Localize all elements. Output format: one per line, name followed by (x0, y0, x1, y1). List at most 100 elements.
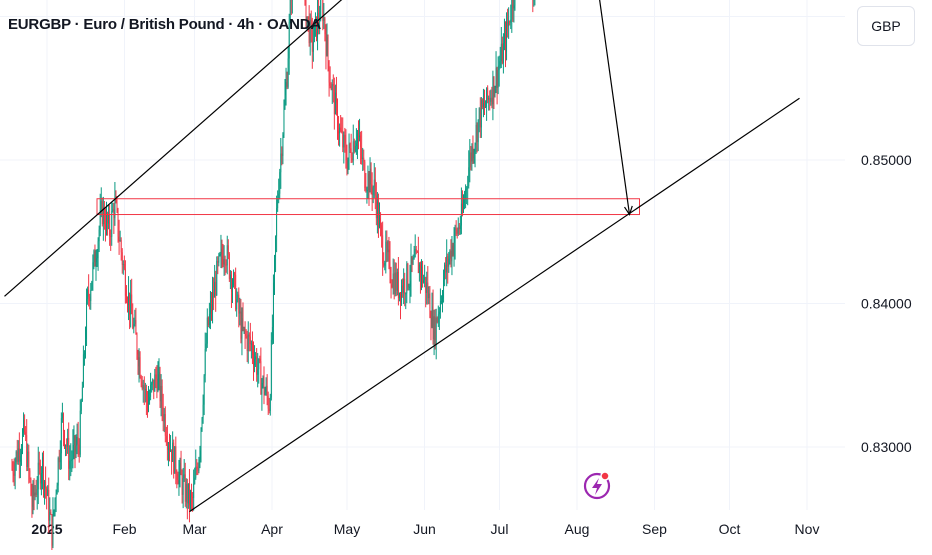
candle-body (254, 359, 255, 365)
candle-body (159, 372, 160, 374)
candle-body (326, 34, 327, 55)
candle-body (87, 290, 88, 299)
candle-body (470, 153, 471, 162)
candle-body (270, 397, 271, 410)
candle-body (313, 42, 314, 52)
candle-body (454, 243, 455, 255)
candle-body (151, 383, 152, 384)
candle-body (413, 258, 414, 264)
candle-body (79, 444, 80, 454)
candles (12, 0, 567, 550)
candle-body (411, 257, 412, 281)
candle-body (39, 463, 40, 465)
candle-body (455, 228, 456, 242)
candle-body (414, 257, 415, 258)
candle-body (224, 259, 225, 264)
candle-body (96, 262, 97, 266)
candle-body (85, 339, 86, 353)
candle-body (364, 162, 365, 188)
candle-body (212, 292, 213, 311)
candle-body (515, 0, 516, 6)
candle-body (203, 405, 204, 418)
candle-body (106, 214, 107, 231)
candle-body (273, 283, 274, 327)
candle-body (428, 294, 429, 299)
candle-body (53, 512, 54, 546)
candle-body (355, 146, 356, 152)
candle-body (239, 312, 240, 314)
candle-body (510, 20, 511, 23)
candle-body (269, 409, 270, 411)
channel-upper-line[interactable] (5, 0, 573, 296)
candle-body (252, 344, 253, 355)
candle-body (504, 34, 505, 43)
x-tick-label: Oct (719, 521, 741, 537)
candle-body (500, 61, 501, 65)
candle-body (139, 357, 140, 366)
support-zone-rectangle[interactable] (97, 199, 640, 215)
candle-body (271, 340, 272, 398)
projection-arrow-line[interactable] (572, 0, 630, 215)
candle-body (32, 495, 33, 506)
candle-body (101, 201, 102, 210)
candle-body (134, 320, 135, 324)
candle-body (281, 154, 282, 156)
candle-body (479, 108, 480, 120)
candle-body (231, 275, 232, 292)
candle-body (219, 254, 220, 255)
candle-body (167, 442, 168, 450)
candle-body (58, 458, 59, 485)
currency-button[interactable]: GBP (857, 6, 915, 46)
candle-body (180, 463, 181, 472)
candle-body (394, 274, 395, 295)
candle-body (328, 37, 329, 61)
candle-body (207, 318, 208, 344)
lightning-icon[interactable] (585, 472, 609, 498)
candle-body (149, 397, 150, 401)
candle-body (105, 224, 106, 231)
candle-body (190, 493, 191, 505)
candle-body (38, 463, 39, 490)
x-tick-label: Apr (261, 521, 283, 537)
candle-body (74, 436, 75, 445)
candle-body (334, 86, 335, 114)
candle-body (483, 103, 484, 107)
candle-body (371, 169, 372, 185)
candle-body (135, 320, 136, 334)
lightning-bolt (592, 478, 602, 495)
candle-body (471, 147, 472, 162)
candle-body (187, 484, 188, 503)
y-tick-label: 0.83000 (861, 439, 912, 455)
candle-body (91, 281, 92, 290)
candle-body (343, 135, 344, 148)
candle-body (48, 490, 49, 521)
candle-body (232, 285, 233, 292)
candle-body (347, 160, 348, 171)
candle-body (263, 377, 264, 383)
candle-body (200, 451, 201, 460)
candle-body (249, 335, 250, 337)
candle-body (507, 22, 508, 27)
candle-body (370, 169, 371, 193)
candle-body (24, 420, 25, 432)
candle-body (165, 414, 166, 436)
candle-body (379, 218, 380, 227)
candle-body (424, 277, 425, 280)
candle-body (497, 68, 498, 88)
y-tick-label: 0.85000 (861, 152, 912, 168)
candle-body (98, 241, 99, 258)
candle-body (221, 249, 222, 254)
candle-body (397, 272, 398, 291)
candle-body (395, 273, 396, 294)
candle-body (193, 484, 194, 498)
candle-body (342, 131, 343, 147)
candle-body (407, 264, 408, 287)
drawings[interactable] (5, 0, 800, 512)
candle-body (128, 293, 129, 305)
candle-body (164, 414, 165, 421)
candle-body (359, 136, 360, 138)
candle-body (341, 131, 342, 132)
